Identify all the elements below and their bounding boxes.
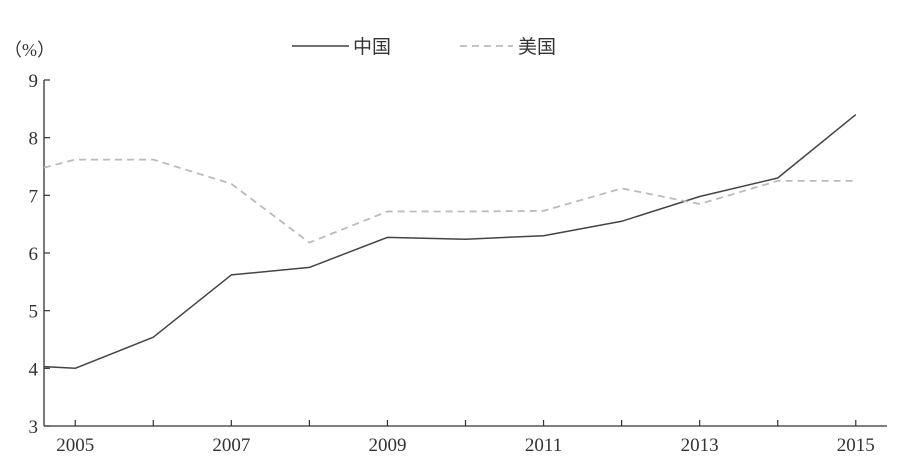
x-tick-label: 2005 xyxy=(56,435,94,456)
y-axis-unit-label: （%） xyxy=(4,40,55,60)
axes: 3 4 5 6 7 8 9 2005 2007 2009 2011 2013 2015 （%） xyxy=(4,40,887,456)
y-tick-label: 6 xyxy=(29,244,39,265)
y-tick-label: 3 xyxy=(29,417,39,438)
y-tick-label: 7 xyxy=(29,186,39,207)
series-layer xyxy=(43,114,857,370)
x-tick-label: 2007 xyxy=(212,435,250,456)
legend-item-1: 美国 xyxy=(460,36,556,58)
y-tick-label: 5 xyxy=(29,302,39,323)
series-line-0 xyxy=(43,114,857,370)
y-tick-label: 8 xyxy=(29,129,39,150)
legend-label: 中国 xyxy=(353,36,391,58)
x-tick-label: 2015 xyxy=(837,435,875,456)
y-tick-label: 9 xyxy=(29,71,39,92)
y-tick-label: 4 xyxy=(29,359,39,380)
x-tick-label: 2011 xyxy=(525,435,562,456)
legend-label: 美国 xyxy=(518,36,556,58)
x-tick-label: 2009 xyxy=(368,435,406,456)
legend-item-0: 中国 xyxy=(292,36,391,58)
legend: 中国 美国 xyxy=(292,36,556,58)
x-tick-label: 2013 xyxy=(681,435,719,456)
series-line-1 xyxy=(43,158,856,244)
